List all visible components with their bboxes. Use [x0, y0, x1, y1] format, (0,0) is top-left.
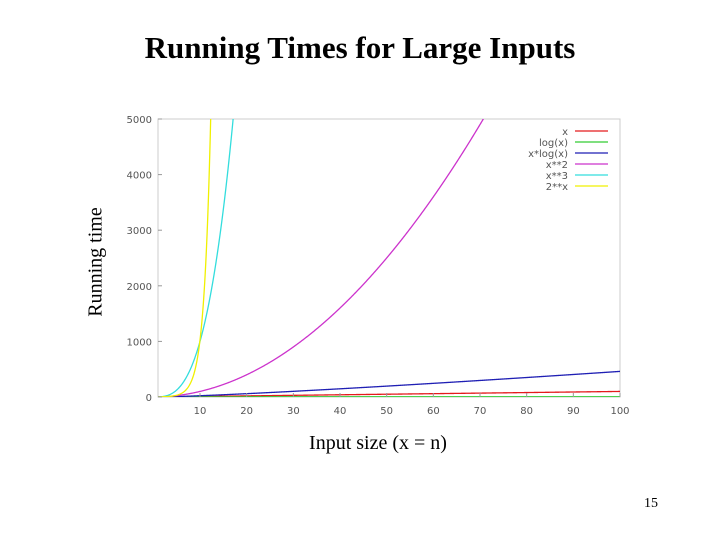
x-tick-label: 40 — [334, 406, 347, 417]
y-tick-label: 5000 — [127, 115, 152, 126]
legend-label: x*log(x) — [528, 149, 568, 160]
x-tick-label: 10 — [194, 406, 207, 417]
y-tick-label: 2000 — [127, 282, 152, 293]
y-tick-label: 0 — [146, 393, 152, 404]
x-tick-label: 20 — [240, 406, 253, 417]
series-line-exp2 — [158, 119, 212, 397]
legend-label: 2**x — [546, 182, 568, 193]
y-tick-label: 4000 — [127, 171, 152, 182]
series-line-cube — [158, 119, 234, 397]
legend-label: x — [562, 127, 568, 138]
legend-label: log(x) — [539, 138, 568, 149]
y-tick-label: 3000 — [127, 226, 152, 237]
x-tick-label: 100 — [610, 406, 629, 417]
plot-area — [157, 118, 621, 398]
slide-title: Running Times for Large Inputs — [144, 30, 576, 65]
plot-frame — [157, 118, 621, 398]
legend-label: x**3 — [546, 171, 568, 182]
x-tick-label: 80 — [520, 406, 533, 417]
series-line-x — [158, 390, 620, 397]
axis-ticks: 10 20 30 40 50 60 70 80 90 1000100020003000400050… — [127, 115, 630, 417]
curves — [158, 119, 620, 397]
x-tick-label: 60 — [427, 406, 440, 417]
y-tick-label: 1000 — [127, 337, 152, 348]
legend-label: x**2 — [546, 160, 568, 171]
x-axis-title: Input size (x = n) — [309, 432, 447, 454]
series-line-square — [158, 119, 485, 397]
x-tick-label: 90 — [567, 406, 580, 417]
page-number: 15 — [644, 496, 658, 511]
x-tick-label: 70 — [474, 406, 487, 417]
x-tick-label: 30 — [287, 406, 300, 417]
series-line-xlogx — [158, 370, 620, 397]
x-tick-label: 50 — [380, 406, 393, 417]
